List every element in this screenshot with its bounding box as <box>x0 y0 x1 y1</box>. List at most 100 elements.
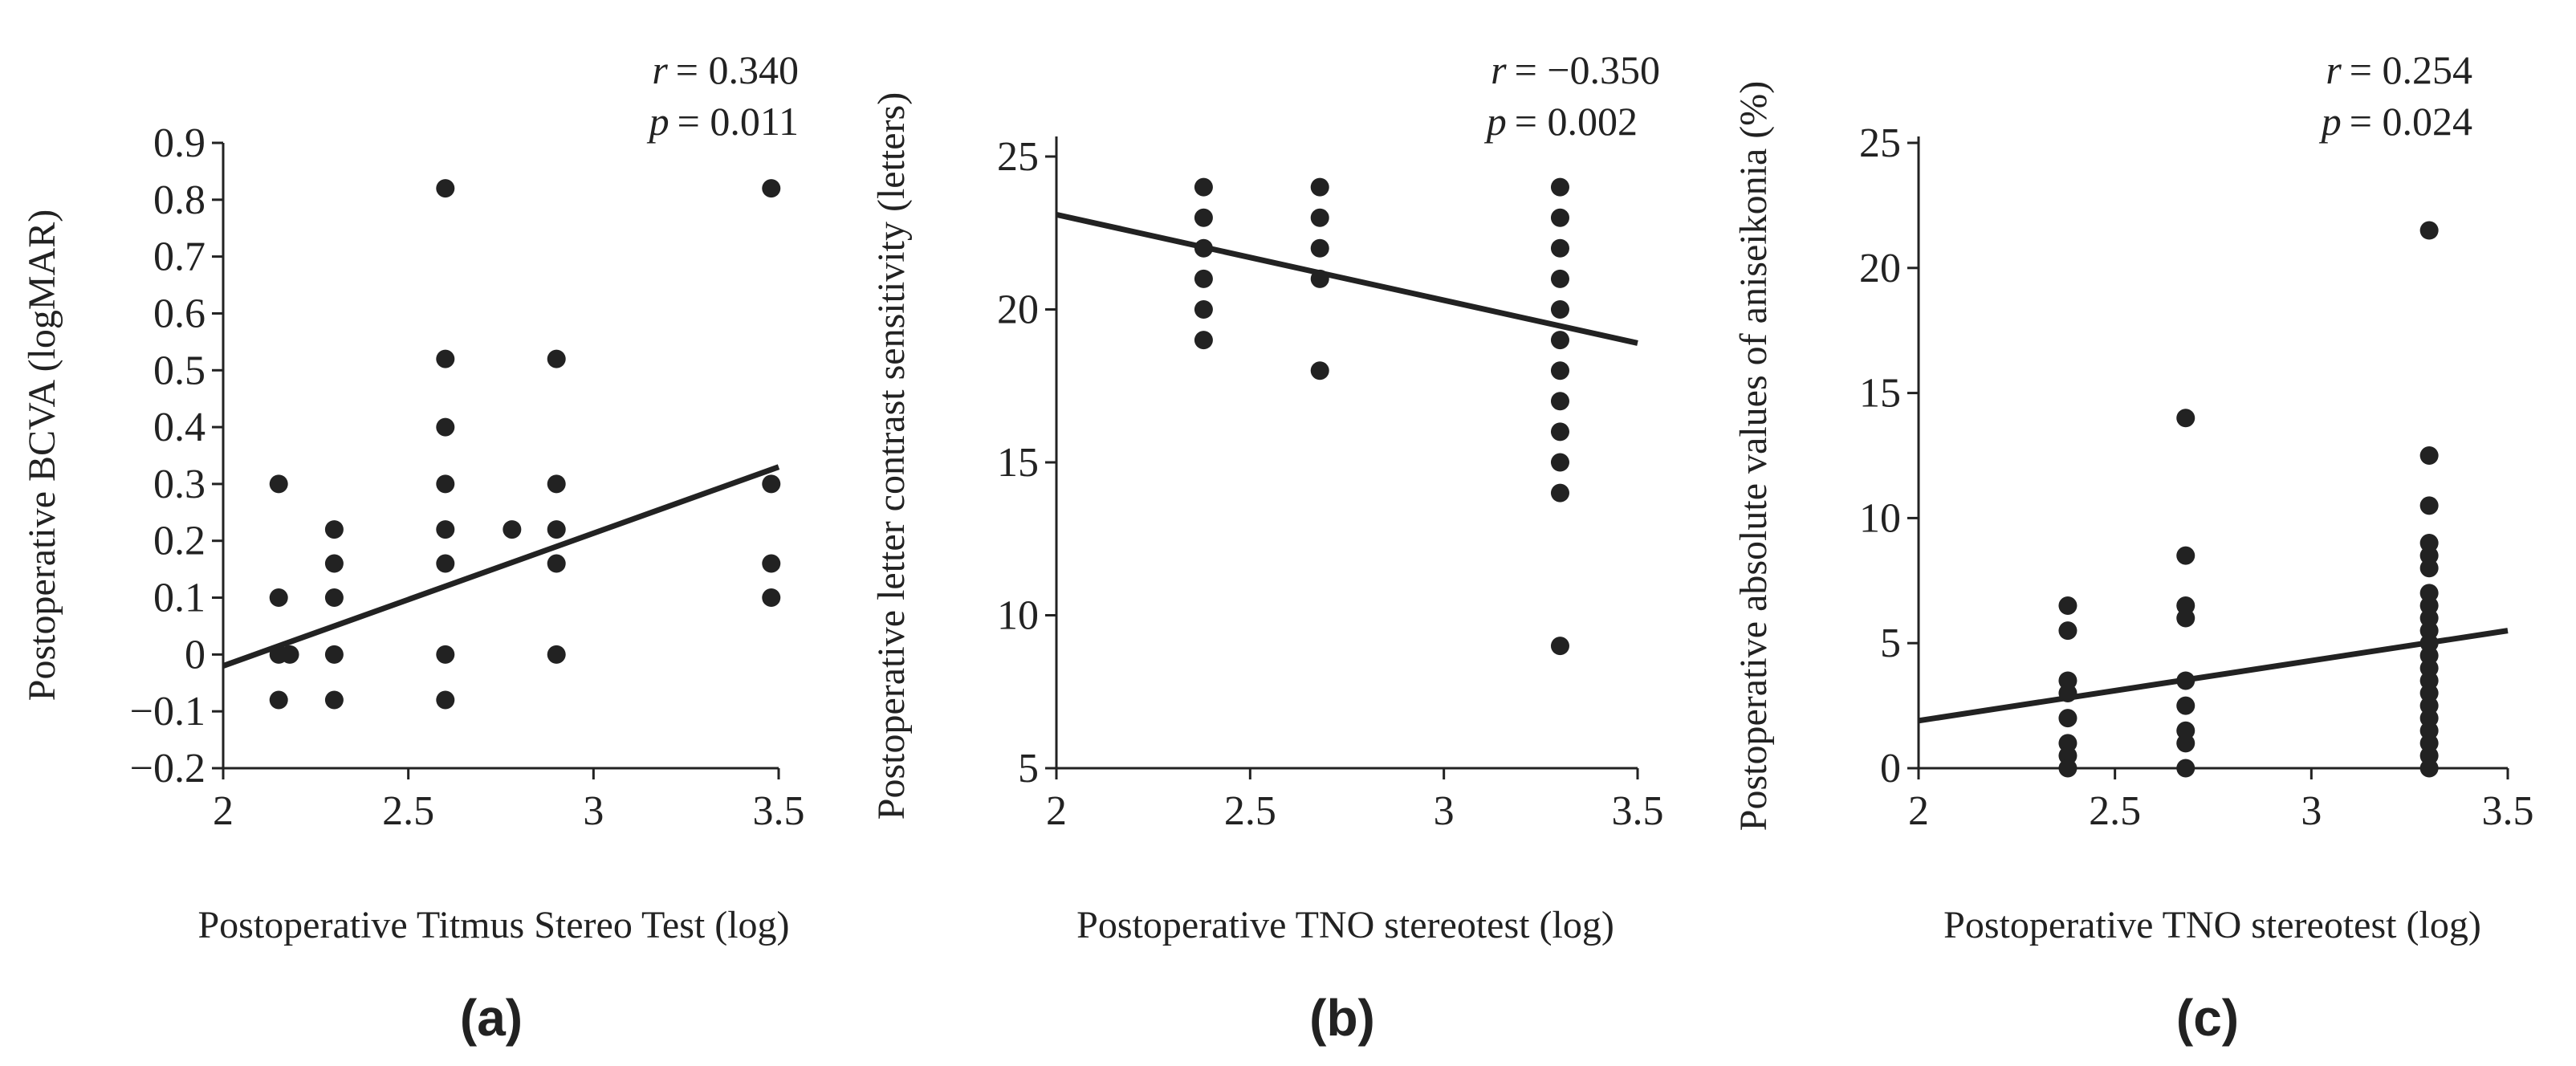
panel-b-data-point <box>1550 269 1569 288</box>
panel-a-data-point <box>762 588 781 608</box>
panel-c-data-point <box>2419 759 2439 778</box>
panel-a-y-tick-label: 0.9 <box>153 120 206 166</box>
panel-a-trend-line <box>222 464 780 669</box>
panel-c-y-ticks: 0 5 10 15 20 25 <box>1859 120 1919 791</box>
panel-b-p-label: p <box>1484 99 1507 144</box>
panel-c-data-point <box>2419 496 2439 515</box>
panel-b-data-point <box>1550 208 1569 227</box>
panel-c-points <box>2058 221 2439 778</box>
panel-b-y-tick-label: 5 <box>1018 746 1039 791</box>
panel-b-data-point <box>1310 177 1329 197</box>
panel-c-data-point <box>2419 446 2439 465</box>
panel-b-trend-line <box>1056 211 1638 346</box>
panel-a-data-point <box>503 520 522 539</box>
panel-b-x-tick-label: 2.5 <box>1224 788 1276 834</box>
panel-b-label: (b) <box>1309 989 1375 1047</box>
panel-b-data-point <box>1550 238 1569 258</box>
panel-b-data-point <box>1310 361 1329 380</box>
panel-a-x-label: Postoperative Titmus Stereo Test (log) <box>197 904 789 946</box>
panel-b-data-point <box>1550 331 1569 350</box>
panel-a-data-point <box>280 645 299 664</box>
panel-a-data-point <box>436 520 455 539</box>
panel-a-data-point <box>436 645 455 664</box>
panel-a-trend <box>222 464 780 669</box>
panel-b-data-point <box>1194 269 1213 288</box>
panel-a-data-point <box>269 474 288 494</box>
panel-a-data-point <box>436 690 455 710</box>
panel-c-x-tick-label: 2.5 <box>2089 788 2141 834</box>
panel-a-x-tick-label: 2 <box>213 788 234 834</box>
panel-a-data-point <box>436 554 455 573</box>
panel-b-data-point <box>1194 331 1213 350</box>
panel-b-x-tick-label: 2 <box>1046 788 1067 834</box>
panel-c-y-tick-label: 25 <box>1859 120 1901 166</box>
panel-a-data-point <box>547 645 566 664</box>
panel-a-data-point <box>436 417 455 437</box>
panel-b-data-point <box>1194 177 1213 197</box>
panel-a-data-point <box>324 588 344 608</box>
panel-b-data-point <box>1550 392 1569 411</box>
panel-a-data-point <box>324 520 344 539</box>
panel-c-label: (c) <box>2176 989 2239 1047</box>
panel-b-data-point <box>1550 177 1569 197</box>
panel-c-y-tick-label: 5 <box>1880 620 1901 666</box>
panel-a-p-stat: p = 0.011 <box>647 99 799 144</box>
panel-b-data-point <box>1550 453 1569 472</box>
panel-b-trend <box>1056 211 1638 346</box>
panel-a-y-tick-label: 0.7 <box>153 234 206 280</box>
panel-a-data-point <box>547 554 566 573</box>
panel-c-p-value: = 0.024 <box>2350 99 2472 144</box>
panel-a-p-value: = 0.011 <box>678 99 799 144</box>
panel-c-data-point <box>2419 559 2439 578</box>
panel-a-data-point <box>324 690 344 710</box>
panel-b-data-point <box>1194 238 1213 258</box>
panel-a-y-tick-label: 0.5 <box>153 348 206 393</box>
panel-c-y-tick-label: 20 <box>1859 246 1901 291</box>
panel-a-data-point <box>436 474 455 494</box>
panel-b-data-point <box>1310 238 1329 258</box>
panel-a-y-tick-label: 0.3 <box>153 462 206 507</box>
panel-b-r-value: = −0.350 <box>1515 47 1660 92</box>
panel-a-points <box>269 179 781 710</box>
panel-b-y-tick-label: 10 <box>997 593 1039 639</box>
panel-a-data-point <box>324 554 344 573</box>
panel-b-data-point <box>1194 300 1213 319</box>
panel-c-data-point <box>2176 608 2196 628</box>
panel-a-data-point <box>269 690 288 710</box>
panel-c: 2 2.5 3 3.5 0 5 10 15 20 25 r = 0.254 p = 0.024 Po… <box>1732 47 2534 1047</box>
panel-a-data-point <box>547 520 566 539</box>
panel-c-data-point <box>2176 734 2196 753</box>
panel-b-y-tick-label: 20 <box>997 287 1039 333</box>
panel-a-y-ticks: −0.2 −0.1 0 0.1 0.2 0.3 0.4 0.5 0.6 0.7 0.8 0.9 <box>130 120 223 791</box>
panel-b-y-tick-label: 15 <box>997 440 1039 486</box>
panel-c-y-tick-label: 10 <box>1859 495 1901 541</box>
panel-a-y-tick-label: 0.4 <box>153 405 206 450</box>
panel-c-x-label: Postoperative TNO stereotest (log) <box>1943 904 2481 946</box>
panel-a-data-point <box>436 349 455 368</box>
panel-a-y-tick-label: 0.6 <box>153 291 206 336</box>
panel-a-y-tick-label: 0.8 <box>153 177 206 223</box>
panel-c-p-stat: p = 0.024 <box>2319 99 2472 144</box>
panel-c-x-tick-label: 2 <box>1908 788 1929 834</box>
panel-a-data-point <box>762 179 781 198</box>
panel-b-x-label: Postoperative TNO stereotest (log) <box>1076 904 1614 946</box>
panel-c-data-point <box>2058 684 2077 703</box>
panel-a-y-tick-label: −0.1 <box>130 689 206 734</box>
panel-c-data-point <box>2176 671 2196 690</box>
panel-a-y-tick-label: 0.1 <box>153 576 206 621</box>
panel-a-y-label: Postoperative BCVA (logMAR) <box>21 210 63 701</box>
panel-a-r-value: = 0.340 <box>676 47 799 92</box>
panel-c-r-label: r <box>2326 47 2342 92</box>
panel-c-trend <box>1918 628 2509 724</box>
panel-a-y-tick-label: −0.2 <box>130 746 206 791</box>
panel-b-p-stat: p = 0.002 <box>1484 99 1638 144</box>
panel-b-data-point <box>1550 637 1569 656</box>
panel-a-y-tick-label: 0 <box>185 632 206 677</box>
panel-c-y-tick-label: 15 <box>1859 371 1901 417</box>
panel-c-data-point <box>2176 546 2196 565</box>
panel-c-y-label: Postoperative absolute values of aniseik… <box>1732 81 1775 831</box>
panel-a-data-point <box>547 474 566 494</box>
panel-c-y-tick-label: 0 <box>1880 746 1901 791</box>
panel-b-x-ticks: 2 2.5 3 3.5 <box>1046 768 1664 834</box>
panel-a-data-point <box>269 588 288 608</box>
